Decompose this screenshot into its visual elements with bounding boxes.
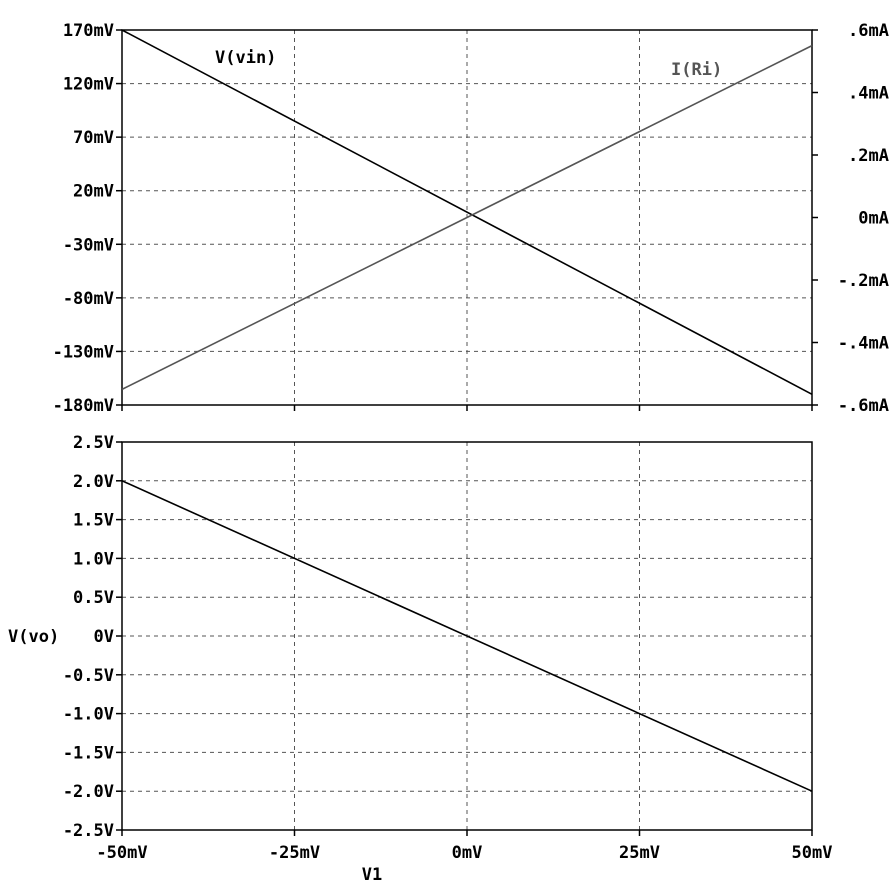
plot-frame xyxy=(121,29,813,406)
x-axis-label: V1 xyxy=(362,865,382,885)
y-tick-label: -80mV xyxy=(63,289,114,309)
y-tick-label: -30mV xyxy=(63,235,114,255)
y-tick-label: 0V xyxy=(94,627,114,647)
y-tick-label: 20mV xyxy=(73,182,114,202)
y-tick-label: -130mV xyxy=(53,342,114,362)
y-tick-label: -0.5V xyxy=(63,666,114,686)
y-tick-label: 1.5V xyxy=(73,511,114,531)
y-tick-label: 1.0V xyxy=(73,549,114,569)
x-tick-label: -25mV xyxy=(269,843,320,863)
plot-frame xyxy=(121,441,813,831)
series-line-vo xyxy=(121,480,813,792)
x-tick-label: 0mV xyxy=(452,843,483,863)
x-tick-label: 50mV xyxy=(792,843,833,863)
y-tick-label: -2.0V xyxy=(63,782,114,802)
y2-tick-label: -.6mA xyxy=(838,396,889,416)
y2-tick-label: -.4mA xyxy=(838,334,889,354)
y-tick-label: 2.5V xyxy=(73,433,114,453)
y2-tick-label: -.2mA xyxy=(838,271,889,291)
y-tick-label: 120mV xyxy=(63,75,114,95)
y-tick-label: -2.5V xyxy=(63,821,114,841)
y2-tick-label: .2mA xyxy=(848,146,889,166)
y2-tick-label: 0mA xyxy=(858,209,889,229)
y2-tick-label: .4mA xyxy=(848,84,889,104)
y-tick-label: -1.5V xyxy=(63,743,114,763)
y-axis-label: V(vo) xyxy=(8,627,59,647)
series-label: I(Ri) xyxy=(671,60,722,80)
y-tick-label: 0.5V xyxy=(73,588,114,608)
series-line-vvin xyxy=(121,29,813,395)
y2-tick-label: .6mA xyxy=(848,21,889,41)
y-tick-label: -180mV xyxy=(53,396,114,416)
y-tick-label: 70mV xyxy=(73,128,114,148)
x-tick-label: -50mV xyxy=(96,843,147,863)
series-label: V(vin) xyxy=(215,48,276,68)
x-tick-label: 25mV xyxy=(619,843,660,863)
y-tick-label: -1.0V xyxy=(63,705,114,725)
series-line-iri xyxy=(121,44,813,391)
y-tick-label: 2.0V xyxy=(73,472,114,492)
y-tick-label: 170mV xyxy=(63,21,114,41)
